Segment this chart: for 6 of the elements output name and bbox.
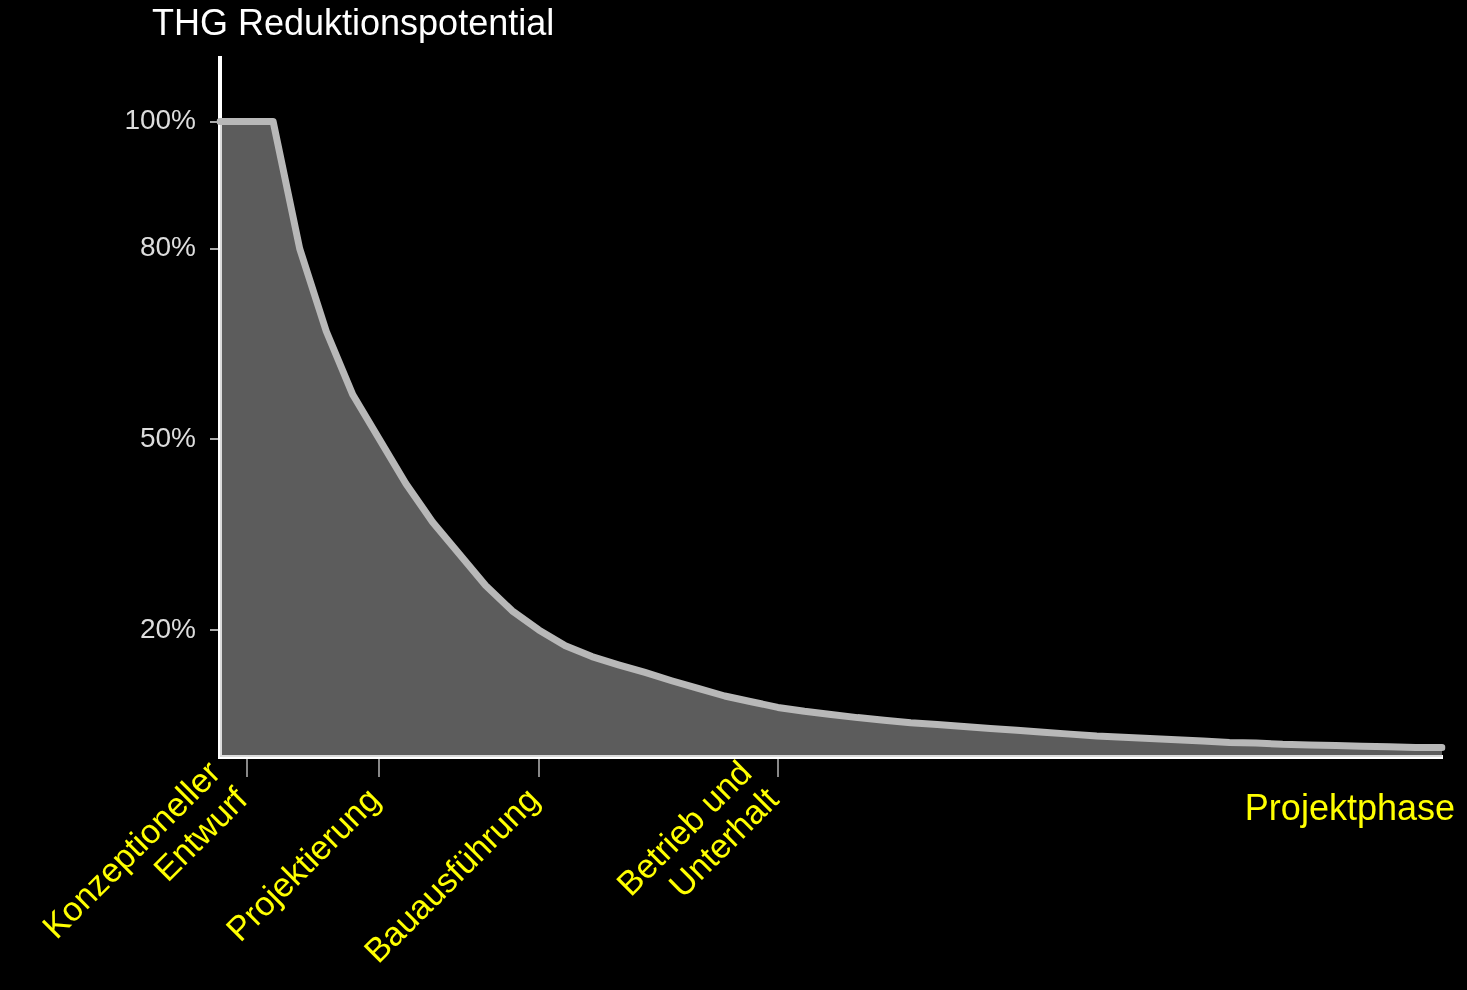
y-tick-label: 100% xyxy=(124,104,196,136)
x-axis-title: Projektphase xyxy=(1244,786,1455,828)
chart-title: THG Reduktionspotential xyxy=(152,1,555,43)
y-tick-label: 50% xyxy=(139,421,196,453)
y-tick-label: 80% xyxy=(139,231,196,263)
y-tick-label: 20% xyxy=(139,612,196,644)
